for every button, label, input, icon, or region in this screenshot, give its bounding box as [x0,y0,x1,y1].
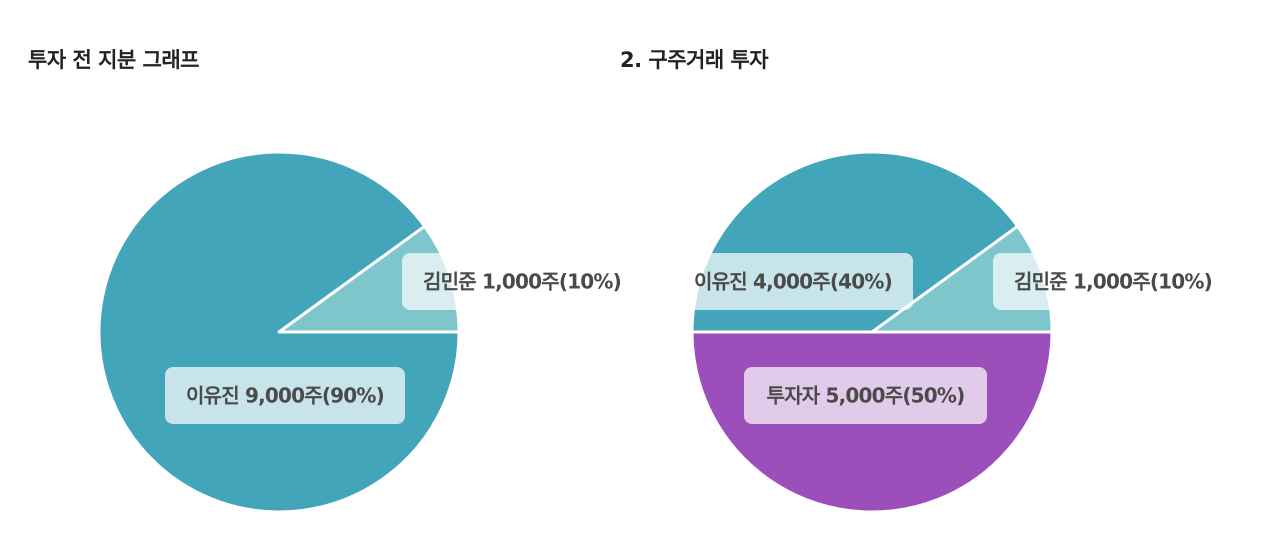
chart-title-secondary: 2. 구주거래 투자 [620,48,769,72]
slice-label: 김민준 1,000주(10%) [1014,270,1212,294]
slice-label-box [165,367,405,424]
pie-slice-0-1 [97,150,461,514]
chart-title-before: 투자 전 지분 그래프 [28,48,200,72]
slice-label-box [744,367,987,424]
slice-label-box [993,253,1233,310]
slice-label-box [402,253,642,310]
slice-label: 이유진 9,000주(90%) [186,384,384,408]
slice-label: 이유진 4,000주(40%) [694,270,892,294]
slice-label: 투자자 5,000주(50%) [767,384,965,408]
slice-label: 김민준 1,000주(10%) [423,270,621,294]
slice-label-box [673,253,913,310]
